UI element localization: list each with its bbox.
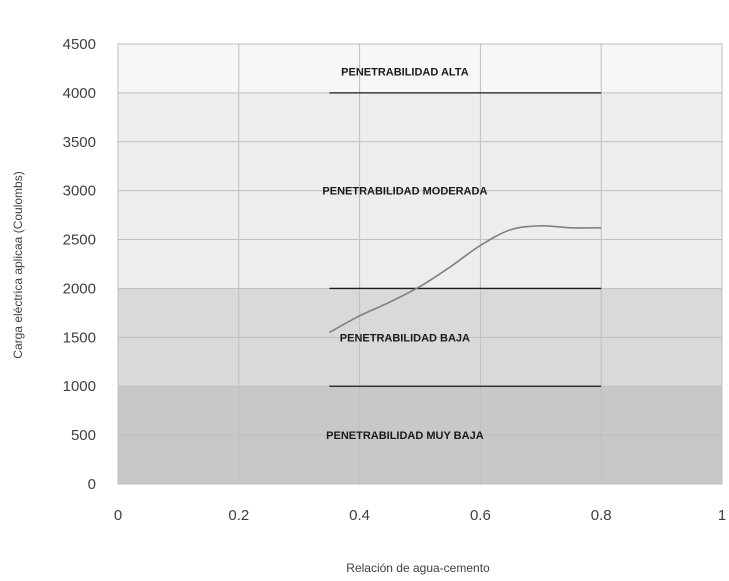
y-tick-label: 3000: [63, 183, 96, 200]
x-tick-label: 0.8: [591, 507, 612, 524]
x-tick-label: 0.2: [228, 507, 249, 524]
y-tick-label: 4000: [63, 85, 96, 102]
y-tick-label: 0: [88, 476, 96, 493]
series-layer: [329, 225, 602, 334]
x-tick-labels: 0 0.2 0.4 0.6 0.8 1: [114, 507, 726, 524]
x-axis-title: Relación de agua-cemento: [346, 561, 490, 575]
x-tick-label: 1: [718, 507, 726, 524]
y-tick-label: 3500: [63, 134, 96, 151]
y-tick-label: 2500: [63, 232, 96, 249]
x-tick-label: 0: [114, 507, 122, 524]
y-tick-label: 500: [71, 427, 96, 444]
penetrability-bands: [118, 44, 722, 484]
series-line-0: [329, 225, 602, 334]
y-tick-label: 1500: [63, 329, 96, 346]
band-label-0: PENETRABILIDAD MUY BAJA: [326, 430, 484, 442]
y-tick-labels: 0 500 1000 1500 2000 2500 3000 3500 4000 4500: [63, 36, 96, 493]
band-3: [118, 44, 722, 93]
band-label-1: PENETRABILIDAD BAJA: [340, 332, 470, 344]
x-tick-label: 0.4: [349, 507, 370, 524]
y-axis-title: Carga eléctrica aplicaa (Coulombs): [11, 171, 25, 358]
band-label-2: PENETRABILIDAD MODERADA: [322, 186, 487, 198]
boundary-lines: [329, 92, 602, 387]
y-tick-label: 2000: [63, 280, 96, 297]
band-labels: PENETRABILIDAD MUY BAJA PENETRABILIDAD BA…: [322, 66, 487, 442]
x-tick-label: 0.6: [470, 507, 491, 524]
y-tick-label: 4500: [63, 36, 96, 53]
band-label-3: PENETRABILIDAD ALTA: [341, 66, 469, 78]
y-tick-label: 1000: [63, 378, 96, 395]
